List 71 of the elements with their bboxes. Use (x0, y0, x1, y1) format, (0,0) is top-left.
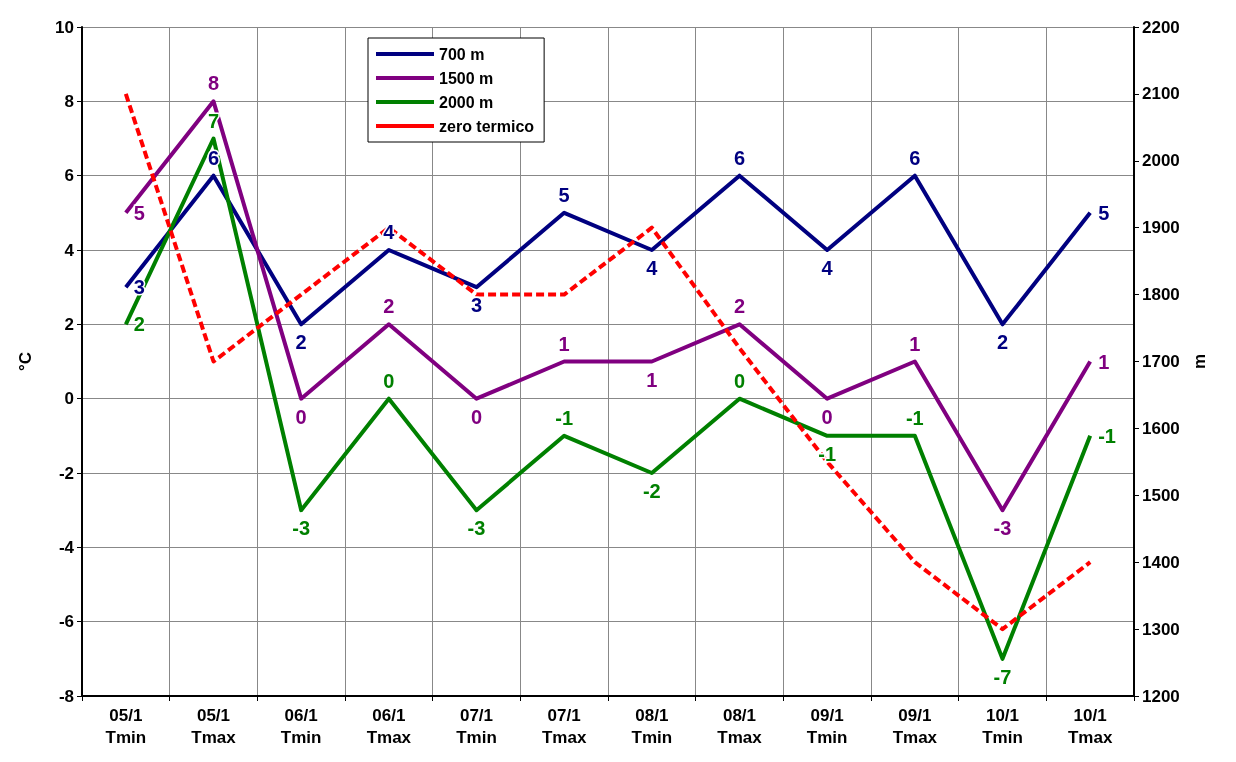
y-tick-label: 8 (64, 91, 74, 111)
x-tick-label: 10/1 Tmax (1067, 705, 1113, 747)
data-label: 6 (733, 146, 746, 169)
x-tick-label: 05/1 Tmin (105, 705, 147, 747)
y2-tick-label: 1200 (1142, 686, 1180, 706)
data-label: 1 (1098, 350, 1110, 373)
data-label: -3 (467, 517, 486, 540)
x-tick-label: 09/1 Tmax (892, 705, 938, 747)
legend-label: 1500 m (439, 69, 494, 87)
x-tick-label: 06/1 Tmin (280, 705, 322, 747)
data-label: 2 (996, 331, 1009, 354)
data-label: 4 (646, 257, 659, 279)
data-label: 2 (295, 331, 307, 354)
y-tick-label: -6 (58, 612, 74, 632)
y2-tick-label: 1600 (1142, 418, 1180, 438)
data-label: 5 (1098, 201, 1110, 224)
data-label: -1 (555, 406, 574, 429)
data-label: -1 (905, 406, 924, 429)
y2-tick-label: 1700 (1142, 352, 1180, 371)
y2-axis-title: m (1189, 353, 1209, 370)
data-label: 5 (558, 183, 570, 206)
data-label: 2 (383, 295, 395, 318)
x-tick-label: 07/1 Tmax (541, 705, 587, 747)
y-tick-label: 10 (55, 17, 74, 37)
data-label: -2 (642, 480, 661, 502)
data-label: 1 (909, 332, 921, 355)
y-tick-label: 2 (64, 314, 74, 334)
y-tick-label: 6 (64, 166, 74, 186)
data-label: 3 (470, 294, 483, 317)
legend-label: 700 m (439, 45, 485, 63)
data-label: 5 (133, 201, 145, 224)
data-label: 2 (133, 313, 145, 336)
data-label: 0 (821, 405, 833, 428)
data-label: -3 (292, 517, 311, 540)
y-axis-title: °C (16, 351, 35, 372)
y2-tick-label: 2000 (1142, 151, 1180, 171)
x-tick-label: 10/1 Tmin (982, 705, 1023, 747)
y2-tick-label: 1900 (1142, 218, 1180, 238)
data-label: -7 (993, 665, 1012, 688)
x-tick-label: 05/1 Tmax (191, 705, 237, 747)
data-label: 4 (821, 257, 834, 279)
legend-label: zero termico (439, 117, 535, 135)
data-label: 8 (207, 72, 220, 95)
x-tick-label: 08/1 Tmin (631, 705, 673, 747)
y-tick-label: 4 (64, 240, 75, 260)
y2-tick-label: 2100 (1142, 84, 1180, 104)
x-tick-label: 09/1 Tmin (806, 705, 848, 747)
x-tick-label: 06/1 Tmax (366, 705, 412, 747)
y2-tick-label: 1300 (1142, 619, 1180, 639)
data-label: 6 (909, 146, 921, 169)
data-label: -1 (1098, 424, 1116, 447)
y-tick-label: -4 (58, 537, 75, 557)
data-label: -1 (818, 442, 837, 465)
y-tick-label: 0 (64, 389, 74, 409)
x-tick-label: 08/1 Tmax (717, 705, 763, 747)
y2-tick-label: 1800 (1142, 285, 1180, 305)
y2-tick-label: 2200 (1142, 17, 1180, 37)
data-label: 0 (295, 405, 307, 428)
data-label: 1 (558, 332, 570, 355)
x-tick-label: 07/1 Tmin (456, 705, 497, 747)
data-label: -3 (993, 517, 1012, 540)
data-label: 0 (383, 369, 395, 392)
data-label: 0 (470, 405, 483, 428)
data-label: 2 (733, 295, 746, 318)
data-label: 1 (646, 368, 658, 391)
y2-tick-label: 1400 (1142, 552, 1180, 572)
y2-tick-label: 1500 (1142, 485, 1180, 505)
data-label: 0 (733, 369, 746, 392)
y-tick-label: -8 (58, 686, 74, 706)
legend-label: 2000 m (439, 93, 494, 111)
y-tick-label: -2 (58, 463, 74, 483)
